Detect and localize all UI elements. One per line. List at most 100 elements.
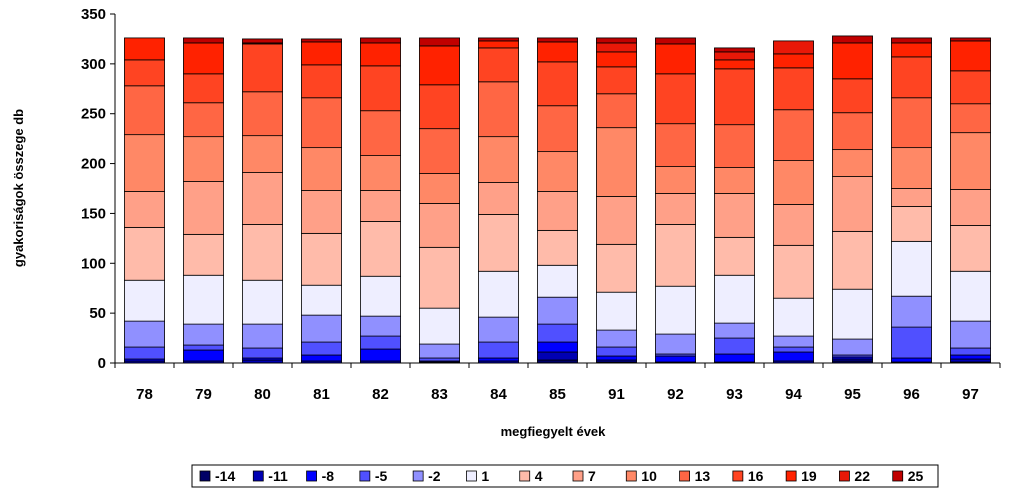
bar-segment <box>832 112 873 151</box>
x-tick-label: 83 <box>431 386 448 403</box>
y-tick-label: 0 <box>98 355 106 372</box>
bar-segment <box>537 296 578 325</box>
bar-segment <box>537 341 578 353</box>
bar-segment <box>242 347 283 359</box>
bar-segment <box>714 68 755 126</box>
legend-swatch <box>785 470 797 482</box>
bar-segment <box>655 37 696 45</box>
x-tick-label: 81 <box>313 386 330 403</box>
bar-segment <box>360 155 401 191</box>
bar-segment <box>183 233 224 276</box>
bar-segment <box>655 123 696 167</box>
bar-segment <box>419 343 460 359</box>
bar-segment <box>832 78 873 114</box>
bar-segment <box>360 221 401 277</box>
bar-segment <box>832 35 873 44</box>
bar-segment <box>124 37 165 61</box>
bar-segment <box>478 47 519 83</box>
bar-segment <box>655 223 696 287</box>
bar-segment <box>360 348 401 362</box>
bar-segment <box>419 45 460 86</box>
bar-segment <box>478 357 519 362</box>
bar-segment <box>714 322 755 339</box>
bar-segment <box>124 320 165 348</box>
bar-segment <box>950 189 991 226</box>
bar-segment <box>537 61 578 107</box>
bar-segment <box>419 307 460 345</box>
bar-segment <box>242 135 283 173</box>
bar-segment <box>183 37 224 44</box>
legend-label: -2 <box>428 468 441 484</box>
bar-segment <box>832 42 873 80</box>
legend-swatch <box>252 470 264 482</box>
legend-swatch <box>625 470 637 482</box>
bar-segment <box>596 37 637 44</box>
bar-segment <box>950 103 991 134</box>
bar-segment <box>537 105 578 153</box>
bar-segment <box>124 279 165 322</box>
bar-segment <box>183 349 224 362</box>
bar-segment <box>891 42 932 58</box>
bar-segment <box>478 81 519 138</box>
bar-segment <box>301 354 342 362</box>
bar-segment <box>360 315 401 337</box>
bar-segment <box>419 128 460 174</box>
legend-label: -5 <box>375 468 388 484</box>
legend-swatch <box>839 470 850 482</box>
bar-segment <box>714 193 755 238</box>
bar-segment <box>242 279 283 325</box>
legend-label: 1 <box>481 468 489 484</box>
bar-segment <box>124 346 165 360</box>
legend-label: 13 <box>695 468 711 484</box>
bar-segment <box>714 47 755 53</box>
bar-segment <box>419 203 460 248</box>
bar-segment <box>773 297 814 337</box>
bar-segment <box>773 53 814 69</box>
x-tick-label: 85 <box>549 386 566 403</box>
bar-segment <box>183 42 224 75</box>
legend-label: -14 <box>215 468 235 484</box>
legend-swatch <box>892 470 904 482</box>
bar-segment <box>360 275 401 317</box>
bar-segment <box>655 166 696 194</box>
x-tick-label: 84 <box>490 386 507 403</box>
x-tick-label: 78 <box>136 386 153 403</box>
legend-label: 10 <box>641 468 657 484</box>
bars-layer <box>124 35 991 364</box>
legend-swatch <box>412 470 424 482</box>
bar-segment <box>183 274 224 325</box>
bar-segment <box>596 127 637 197</box>
bar-segment <box>537 351 578 361</box>
bar-segment <box>301 341 342 356</box>
bar-segment <box>124 191 165 228</box>
bar-segment <box>773 67 814 111</box>
bar-segment <box>537 323 578 343</box>
bar-segment <box>891 147 932 189</box>
bar-segment <box>301 284 342 316</box>
bar-segment <box>950 40 991 72</box>
legend-swatch <box>466 470 477 482</box>
legend-label: 16 <box>748 468 764 484</box>
axes-layer: 78 79 80 81 82 83 84 85 91 92 93 94 95 96 97 0 50 100 150 2… <box>81 6 1001 403</box>
y-tick-label: 150 <box>81 205 106 222</box>
legend-swatch <box>359 470 371 482</box>
bar-segment <box>419 173 460 204</box>
bar-segment <box>832 176 873 232</box>
bar-segment <box>596 329 637 348</box>
legend-swatch <box>572 470 584 482</box>
x-axis-title: megfiegyelt évek <box>501 424 607 439</box>
y-tick-label: 350 <box>81 6 106 23</box>
bar-segment <box>360 37 401 44</box>
bar-segment <box>773 109 814 161</box>
bar-segment <box>832 288 873 340</box>
x-tick-label: 96 <box>903 386 920 403</box>
bar-segment <box>891 97 932 149</box>
y-tick-label: 250 <box>81 106 106 123</box>
bar-segment <box>537 37 578 43</box>
bar-segment <box>891 295 932 328</box>
bar-segment <box>714 59 755 70</box>
bar-segment <box>537 264 578 298</box>
legend-label: 22 <box>854 468 870 484</box>
bar-segment <box>124 134 165 192</box>
bar-segment <box>714 353 755 363</box>
